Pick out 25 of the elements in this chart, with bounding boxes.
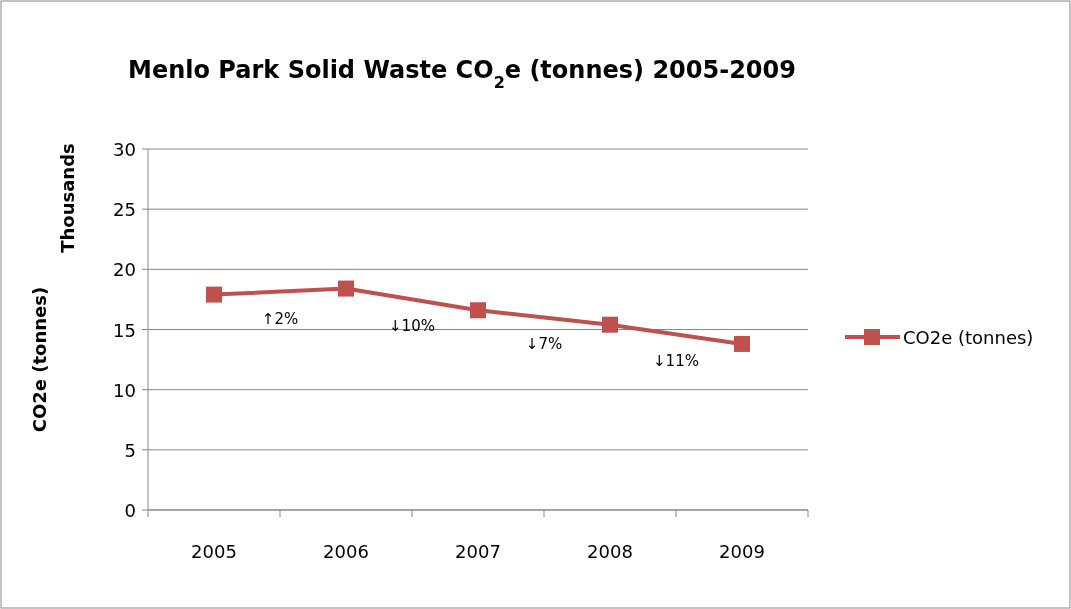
x-tick-label: 2008 xyxy=(587,541,633,562)
point xyxy=(734,335,750,352)
legend-label: CO2e (tonnes) xyxy=(903,327,1034,348)
x-tick-label: 2007 xyxy=(455,541,501,562)
y-tick-label: 10 xyxy=(113,379,136,401)
y-tick-label: 25 xyxy=(113,199,136,221)
text: Thousands xyxy=(57,143,78,253)
annotation: ↓11% xyxy=(653,352,699,371)
annotation: ↓10% xyxy=(389,317,435,336)
x-tick-label: 2009 xyxy=(719,541,765,562)
y-tick-label: 0 xyxy=(124,500,136,521)
y-tick-label: 20 xyxy=(113,259,136,281)
point xyxy=(470,302,486,319)
x-tick-label: 2005 xyxy=(191,541,237,562)
x-tick-label: 2006 xyxy=(323,541,369,562)
annotation: ↓7% xyxy=(525,335,563,354)
point xyxy=(206,286,222,303)
y-axis-title: CO2e (tonnes) xyxy=(29,286,50,433)
point xyxy=(602,316,618,333)
y-tick-label: 15 xyxy=(113,319,136,341)
y-tick-label: 30 xyxy=(113,139,136,160)
annotation: ↑2% xyxy=(261,309,299,328)
y-tick-label: 5 xyxy=(124,439,136,461)
chart-title: Menlo Park Solid Waste CO$_{2}$e (tonnes) 2005-2009 xyxy=(128,56,796,92)
point xyxy=(338,280,354,297)
